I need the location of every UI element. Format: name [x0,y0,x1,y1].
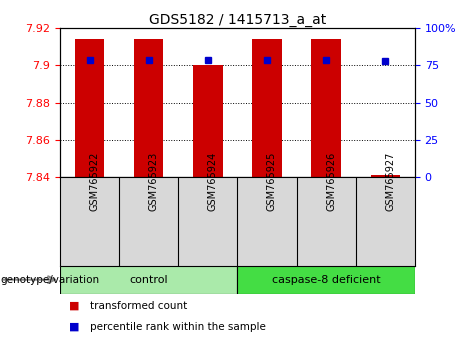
Title: GDS5182 / 1415713_a_at: GDS5182 / 1415713_a_at [149,13,326,27]
Bar [75,40,104,177]
Text: GSM765925: GSM765925 [267,152,277,211]
Text: GSM765926: GSM765926 [326,152,336,211]
Bar [371,175,400,177]
Text: transformed count: transformed count [90,301,187,311]
Text: caspase-8 deficient: caspase-8 deficient [272,275,380,285]
Bar [134,40,164,177]
Text: GSM765922: GSM765922 [89,152,100,211]
Text: percentile rank within the sample: percentile rank within the sample [90,322,266,332]
Text: GSM765927: GSM765927 [385,152,396,211]
Bar [60,266,237,294]
Text: GSM765923: GSM765923 [148,152,159,211]
Text: ■: ■ [69,301,80,311]
Bar [193,65,223,177]
Bar [252,40,282,177]
Text: ■: ■ [69,322,80,332]
Text: genotype/variation: genotype/variation [0,275,99,285]
Text: GSM765924: GSM765924 [208,152,218,211]
Bar [237,266,415,294]
Text: control: control [130,275,168,285]
Bar [311,40,341,177]
